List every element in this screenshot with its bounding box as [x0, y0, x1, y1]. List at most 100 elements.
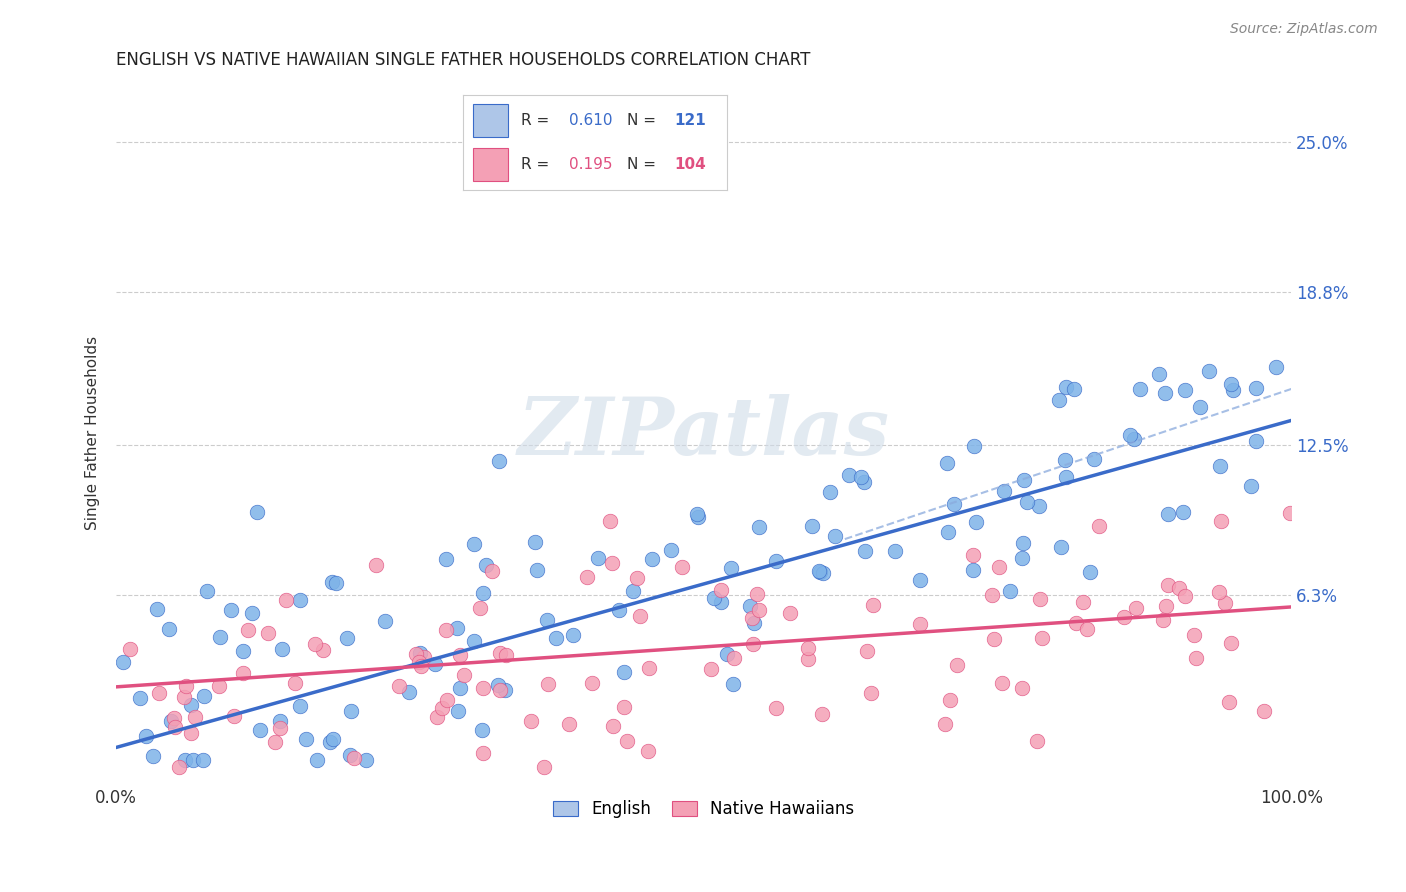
Point [638, 661, 661, 675]
Point [488, 453, 510, 467]
Point [748, 520, 770, 534]
Point [471, 586, 494, 600]
Point [489, 646, 512, 660]
Point [180, 698, 202, 713]
Point [533, 760, 555, 774]
Point [1047, 393, 1070, 408]
Point [716, 648, 738, 662]
Point [1031, 632, 1053, 646]
Point [581, 676, 603, 690]
Point [965, 515, 987, 529]
Point [546, 632, 568, 646]
Point [398, 684, 420, 698]
Point [797, 651, 820, 665]
Point [364, 558, 387, 572]
Point [354, 752, 377, 766]
Point [741, 610, 763, 624]
Point [1188, 401, 1211, 415]
Point [449, 681, 471, 695]
Point [1029, 591, 1052, 606]
Point [434, 551, 457, 566]
Point [224, 709, 246, 723]
Point [408, 655, 430, 669]
Point [148, 686, 170, 700]
Point [685, 507, 707, 521]
Point [1147, 367, 1170, 381]
Point [807, 564, 830, 578]
Point [1017, 495, 1039, 509]
Point [193, 752, 215, 766]
Point [184, 709, 207, 723]
Point [1244, 434, 1267, 449]
Point [801, 518, 824, 533]
Point [853, 475, 876, 490]
Point [219, 603, 242, 617]
Point [481, 564, 503, 578]
Point [319, 735, 342, 749]
Point [1028, 499, 1050, 513]
Point [325, 575, 347, 590]
Point [883, 544, 905, 558]
Point [1129, 382, 1152, 396]
Point [849, 469, 872, 483]
Point [742, 616, 765, 631]
Point [1198, 364, 1220, 378]
Point [613, 699, 636, 714]
Point [288, 698, 311, 713]
Point [157, 622, 180, 636]
Point [1076, 622, 1098, 636]
Point [623, 584, 645, 599]
Point [1054, 470, 1077, 484]
Point [558, 716, 581, 731]
Point [120, 642, 142, 657]
Point [1220, 377, 1243, 392]
Point [173, 690, 195, 704]
Point [340, 705, 363, 719]
Point [1000, 584, 1022, 599]
Point [1156, 578, 1178, 592]
Point [180, 726, 202, 740]
Point [474, 558, 496, 573]
Point [1218, 695, 1240, 709]
Point [1208, 585, 1230, 599]
Point [526, 563, 548, 577]
Point [232, 644, 254, 658]
Point [488, 683, 510, 698]
Point [1156, 599, 1178, 614]
Point [1011, 681, 1033, 696]
Point [723, 651, 745, 665]
Point [1123, 432, 1146, 446]
Point [176, 679, 198, 693]
Point [855, 543, 877, 558]
Point [797, 641, 820, 656]
Point [962, 439, 984, 453]
Point [1174, 383, 1197, 397]
Point [859, 686, 882, 700]
Point [613, 665, 636, 679]
Point [405, 647, 427, 661]
Point [1012, 473, 1035, 487]
Point [939, 693, 962, 707]
Point [423, 657, 446, 671]
Point [626, 571, 648, 585]
Point [599, 514, 621, 528]
Point [981, 589, 1004, 603]
Point [721, 676, 744, 690]
Point [249, 723, 271, 738]
Point [288, 592, 311, 607]
Point [160, 714, 183, 728]
Point [343, 750, 366, 764]
Point [811, 707, 834, 722]
Point [908, 616, 931, 631]
Point [659, 543, 682, 558]
Point [641, 552, 664, 566]
Point [495, 648, 517, 663]
Point [387, 679, 409, 693]
Point [111, 656, 134, 670]
Point [616, 734, 638, 748]
Point [129, 691, 152, 706]
Point [1264, 360, 1286, 375]
Point [135, 729, 157, 743]
Point [671, 560, 693, 574]
Point [322, 732, 344, 747]
